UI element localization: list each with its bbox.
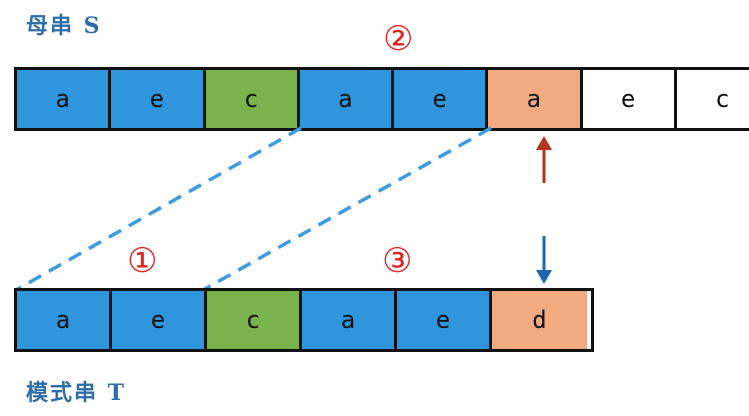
marker-1: ① [127, 241, 158, 281]
pattern-cell-2: e [112, 291, 207, 349]
main-cell-1: a [17, 70, 112, 128]
main-cell-3: c [205, 70, 300, 128]
pattern-string-row: a e c a e d [14, 288, 594, 352]
main-cell-7: e [582, 70, 677, 128]
main-string-row: a e c a e a e c [14, 67, 749, 131]
marker-2: ② [383, 19, 414, 59]
pattern-cell-1: a [17, 291, 112, 349]
main-string-label: 母串 S [26, 13, 102, 39]
up-arrow-icon [536, 136, 552, 150]
dashed-line-right [202, 126, 492, 292]
main-cell-6: a [488, 70, 583, 128]
pattern-cell-3: c [207, 291, 302, 349]
pattern-string-label: 模式串 T [26, 380, 127, 406]
main-cell-4: a [299, 70, 394, 128]
down-arrow-icon [536, 270, 552, 284]
main-cell-5: e [394, 70, 489, 128]
dashed-line-left [15, 126, 302, 292]
main-cell-8: c [676, 70, 749, 128]
pattern-cell-6: d [492, 291, 587, 349]
marker-3: ③ [382, 241, 413, 281]
pattern-cell-4: a [302, 291, 397, 349]
main-cell-2: e [111, 70, 206, 128]
pattern-cell-5: e [397, 291, 492, 349]
